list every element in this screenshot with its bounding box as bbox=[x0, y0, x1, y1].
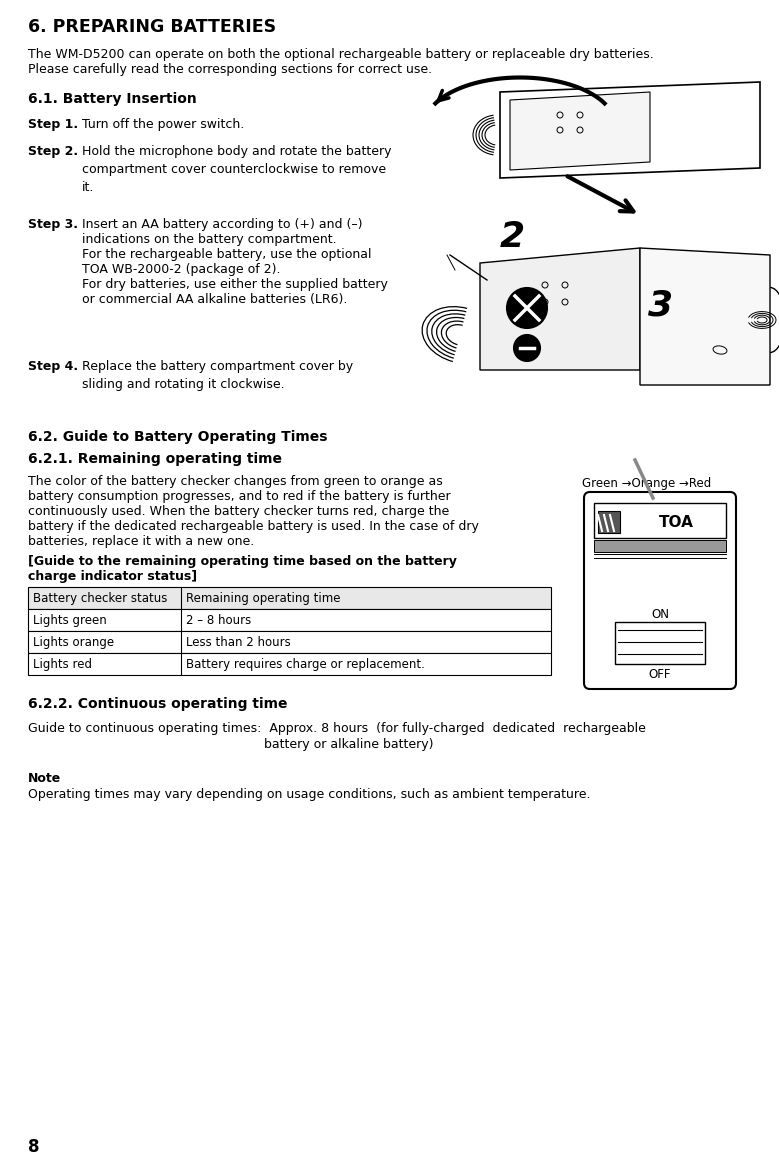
Text: batteries, replace it with a new one.: batteries, replace it with a new one. bbox=[28, 535, 254, 548]
Text: 6.2.2. Continuous operating time: 6.2.2. Continuous operating time bbox=[28, 697, 287, 711]
Text: Step 1.: Step 1. bbox=[28, 118, 78, 132]
Text: [Guide to the remaining operating time based on the battery: [Guide to the remaining operating time b… bbox=[28, 555, 456, 568]
Text: For dry batteries, use either the supplied battery: For dry batteries, use either the suppli… bbox=[82, 278, 388, 291]
Text: Green →Orange →Red: Green →Orange →Red bbox=[582, 477, 711, 490]
Text: battery if the dedicated rechargeable battery is used. In the case of dry: battery if the dedicated rechargeable ba… bbox=[28, 520, 479, 533]
Text: Lights green: Lights green bbox=[33, 614, 107, 627]
Text: 6.1. Battery Insertion: 6.1. Battery Insertion bbox=[28, 92, 197, 106]
Text: 3: 3 bbox=[648, 288, 673, 322]
Polygon shape bbox=[510, 92, 650, 170]
FancyBboxPatch shape bbox=[584, 492, 736, 689]
Text: Insert an AA battery according to (+) and (–): Insert an AA battery according to (+) an… bbox=[82, 218, 362, 231]
Text: Operating times may vary depending on usage conditions, such as ambient temperat: Operating times may vary depending on us… bbox=[28, 788, 590, 801]
Text: Less than 2 hours: Less than 2 hours bbox=[186, 636, 291, 649]
Text: battery or alkaline battery): battery or alkaline battery) bbox=[264, 739, 433, 751]
Text: 2 – 8 hours: 2 – 8 hours bbox=[186, 614, 252, 627]
Text: continuously used. When the battery checker turns red, charge the: continuously used. When the battery chec… bbox=[28, 505, 449, 518]
Text: Battery requires charge or replacement.: Battery requires charge or replacement. bbox=[186, 658, 425, 670]
Text: 6.2.1. Remaining operating time: 6.2.1. Remaining operating time bbox=[28, 452, 282, 466]
Text: Lights red: Lights red bbox=[33, 658, 92, 670]
Text: battery consumption progresses, and to red if the battery is further: battery consumption progresses, and to r… bbox=[28, 490, 450, 503]
Text: Lights orange: Lights orange bbox=[33, 636, 115, 649]
Text: 6. PREPARING BATTERIES: 6. PREPARING BATTERIES bbox=[28, 18, 276, 36]
Circle shape bbox=[507, 288, 547, 328]
Text: 6.2. Guide to Battery Operating Times: 6.2. Guide to Battery Operating Times bbox=[28, 430, 327, 444]
Bar bbox=[28, 631, 551, 653]
Bar bbox=[615, 622, 705, 664]
Text: OFF: OFF bbox=[649, 668, 671, 681]
Text: indications on the battery compartment.: indications on the battery compartment. bbox=[82, 233, 337, 246]
Polygon shape bbox=[640, 248, 770, 385]
Text: Hold the microphone body and rotate the battery
compartment cover counterclockwi: Hold the microphone body and rotate the … bbox=[82, 145, 392, 194]
Bar bbox=[594, 503, 726, 538]
Text: Replace the battery compartment cover by
sliding and rotating it clockwise.: Replace the battery compartment cover by… bbox=[82, 360, 353, 391]
Bar bbox=[598, 511, 620, 533]
Text: ON: ON bbox=[651, 608, 669, 621]
Text: or commercial AA alkaline batteries (LR6).: or commercial AA alkaline batteries (LR6… bbox=[82, 293, 347, 306]
Text: Guide to continuous operating times:  Approx. 8 hours  (for fully-charged  dedic: Guide to continuous operating times: App… bbox=[28, 722, 646, 735]
Text: Step 3.: Step 3. bbox=[28, 218, 78, 231]
Text: Please carefully read the corresponding sections for correct use.: Please carefully read the corresponding … bbox=[28, 63, 432, 76]
Text: For the rechargeable battery, use the optional: For the rechargeable battery, use the op… bbox=[82, 248, 372, 261]
Circle shape bbox=[514, 335, 540, 361]
Text: Battery checker status: Battery checker status bbox=[33, 592, 167, 605]
Bar bbox=[28, 609, 551, 631]
Text: The color of the battery checker changes from green to orange as: The color of the battery checker changes… bbox=[28, 475, 442, 488]
Bar bbox=[28, 587, 551, 609]
Bar bbox=[28, 653, 551, 675]
Text: The WM-D5200 can operate on both the optional rechargeable battery or replaceabl: The WM-D5200 can operate on both the opt… bbox=[28, 48, 654, 61]
Bar bbox=[594, 540, 726, 552]
Text: Remaining operating time: Remaining operating time bbox=[186, 592, 340, 605]
Text: 2: 2 bbox=[500, 220, 525, 254]
Text: Step 2.: Step 2. bbox=[28, 145, 78, 158]
Text: charge indicator status]: charge indicator status] bbox=[28, 570, 197, 583]
Text: TOA: TOA bbox=[659, 515, 694, 530]
Text: Step 4.: Step 4. bbox=[28, 360, 78, 373]
Text: Note: Note bbox=[28, 772, 62, 785]
Polygon shape bbox=[480, 248, 640, 370]
Text: 8: 8 bbox=[28, 1138, 40, 1154]
Text: TOA WB-2000-2 (package of 2).: TOA WB-2000-2 (package of 2). bbox=[82, 263, 280, 276]
Text: Turn off the power switch.: Turn off the power switch. bbox=[82, 118, 245, 132]
